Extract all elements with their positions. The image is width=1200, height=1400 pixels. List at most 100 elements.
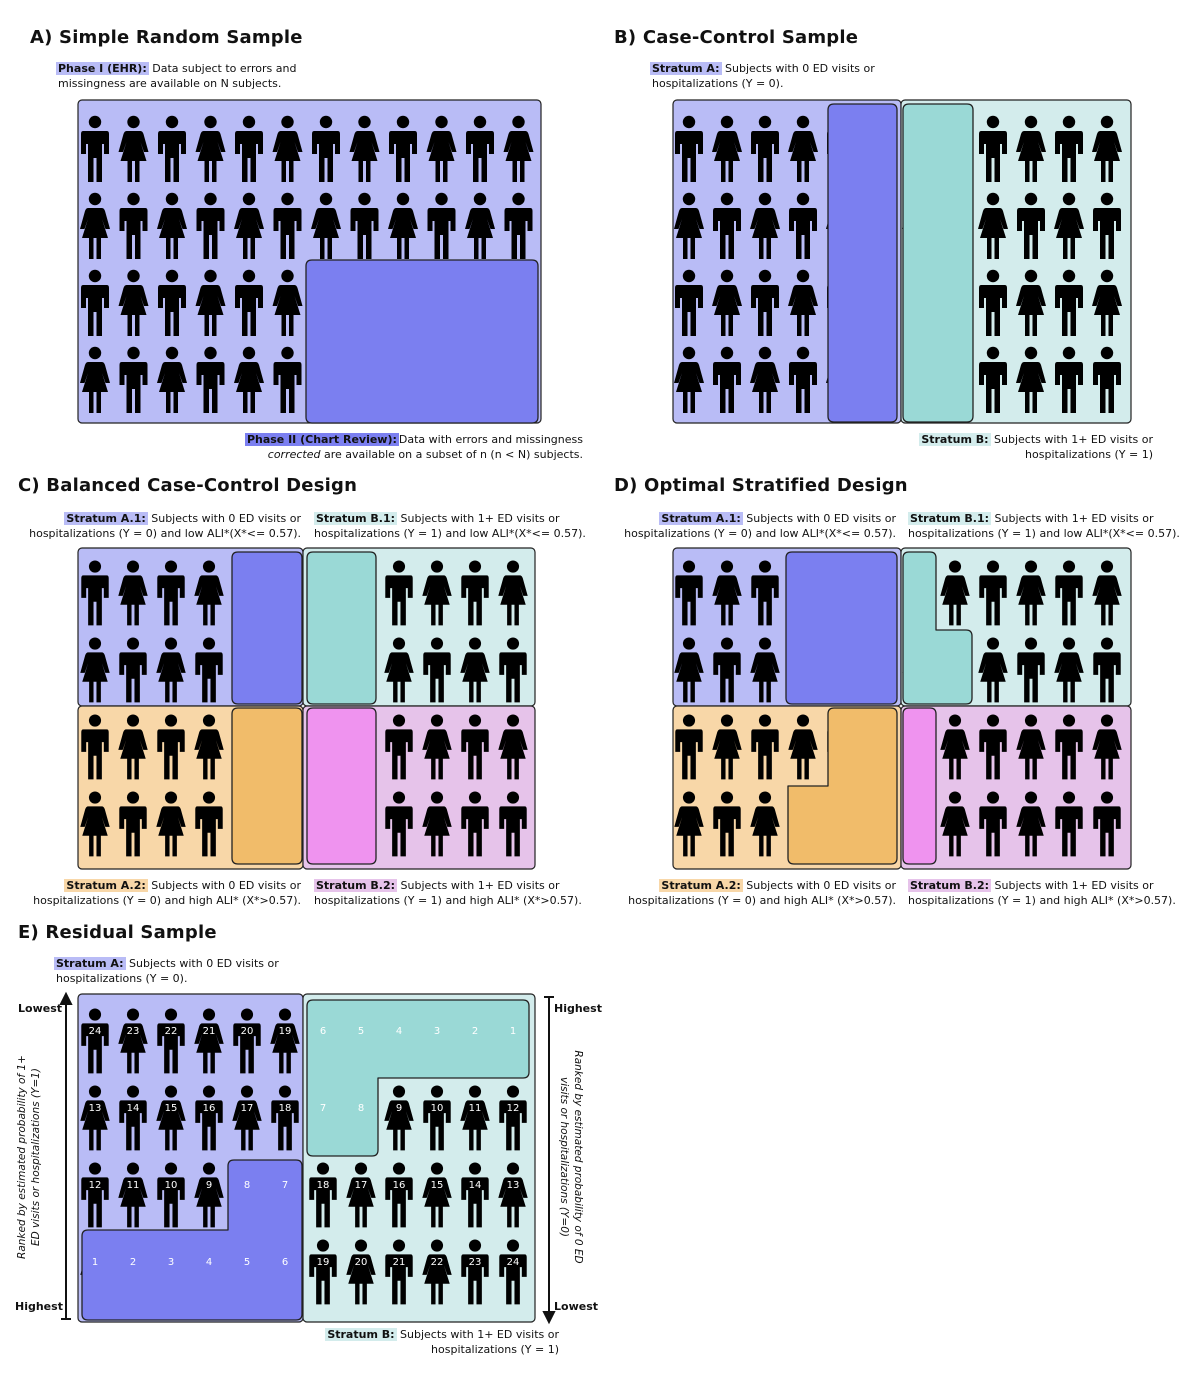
stratum-a1-sample (231, 551, 303, 705)
stratum-a-rank-label: 4 (206, 1257, 212, 1268)
stratum-a-rank-label: 23 (127, 1026, 140, 1037)
stratum-b2-line1: Subjects with 1+ ED visits or (994, 879, 1154, 892)
stratum-b2-line2: hospitalizations (Y = 1) and high ALI* (… (314, 894, 582, 907)
left-axis-caption: Ranked by estimated probability of 1+ ED… (15, 1032, 43, 1282)
left-arrow-head (59, 991, 73, 1005)
right-axis-top-label: Highest (554, 1002, 602, 1015)
stratum-a2-sample (787, 707, 898, 865)
left-axis-line1: Ranked by estimated probability of 1+ (16, 1055, 28, 1259)
stratum-a-rank-label: 2 (130, 1257, 136, 1268)
stratum-a-line1: Subjects with 0 ED visits or (129, 957, 279, 970)
stratum-a-rank-label: 21 (203, 1026, 216, 1037)
stratum-b-rank-label: 19 (317, 1257, 330, 1268)
right-arrow-head (542, 1311, 556, 1325)
stratum-a-line1: Subjects with 0 ED visits or (725, 62, 875, 75)
stratum-b-rank-label: 21 (393, 1257, 406, 1268)
stratum-b-rank-label: 16 (393, 1180, 406, 1191)
stratum-a2-sample (231, 707, 303, 865)
stratum-b-line2: hospitalizations (Y = 1) (1025, 448, 1153, 461)
stratum-b-rank-label: 3 (434, 1026, 440, 1037)
stratum-b-rank-label: 5 (358, 1026, 364, 1037)
panel-d-b2-caption: Stratum B.2: Subjects with 1+ ED visits … (908, 878, 1176, 908)
stratum-b2-sample (306, 707, 377, 865)
stratum-b2-line2: hospitalizations (Y = 1) and high ALI* (… (908, 894, 1176, 907)
stratum-a2-tag: Stratum A.2: (659, 879, 743, 892)
panel-c-b2-caption: Stratum B.2: Subjects with 1+ ED visits … (314, 878, 582, 908)
stratum-b-rank-label: 9 (396, 1103, 402, 1114)
stratum-b-rank-label: 12 (507, 1103, 520, 1114)
stratum-a-rank-label: 11 (127, 1180, 140, 1191)
stratum-a1-line2: hospitalizations (Y = 0) and low ALI*(X*… (624, 527, 896, 540)
stratum-b-sample (902, 103, 974, 423)
right-axis-line2: visits or hospitalizations (Y=0) (558, 1077, 570, 1237)
panel-c-title: C) Balanced Case-Control Design (18, 475, 358, 496)
stratum-b-tag: Stratum B: (325, 1328, 397, 1341)
stratum-b-rank-label: 17 (355, 1180, 368, 1191)
stratum-b-tag: Stratum B: (919, 433, 991, 446)
stratum-b1-line2: hospitalizations (Y = 1) and low ALI*(X*… (908, 527, 1180, 540)
stratum-a-rank-label: 9 (206, 1180, 212, 1191)
stratum-b2-tag: Stratum B.2: (314, 879, 398, 892)
stratum-a-rank-label: 6 (282, 1257, 288, 1268)
stratum-a-line2: hospitalizations (Y = 0). (56, 972, 188, 985)
panel-e-title: E) Residual Sample (18, 922, 217, 943)
stratum-b-rank-label: 4 (396, 1026, 402, 1037)
phase1-tag: Phase I (EHR): (56, 62, 149, 75)
stratum-a1-tag: Stratum A.1: (64, 512, 148, 525)
stratum-a-rank-label: 7 (282, 1180, 288, 1191)
stratum-a-rank-label: 17 (241, 1103, 254, 1114)
panel-a-title: A) Simple Random Sample (30, 27, 303, 48)
phase2-tag: Phase II (Chart Review): (244, 433, 399, 446)
stratum-a-sample (81, 1159, 303, 1321)
stratum-a1-line1: Subjects with 0 ED visits or (746, 512, 896, 525)
stratum-b-rank-label: 15 (431, 1180, 444, 1191)
stratum-a-rank-label: 18 (279, 1103, 292, 1114)
panel-a-phase2-caption: Phase II (Chart Review): Data with errors… (244, 432, 583, 462)
stratum-a-rank-label: 5 (244, 1257, 250, 1268)
phase-2-subset (305, 259, 539, 424)
panel-a-phase1-caption: Phase I (EHR): Data subject to errors an… (56, 61, 296, 91)
panel-e-stratum-a-caption: Stratum A: Subjects with 0 ED visits or … (54, 956, 279, 986)
stratum-a2-line1: Subjects with 0 ED visits or (746, 879, 896, 892)
stratum-b2-sample (902, 707, 937, 865)
panel-c-a1-caption: Stratum A.1: Subjects with 0 ED visits o… (29, 511, 301, 541)
stratum-b-line2: hospitalizations (Y = 1) (431, 1343, 559, 1356)
right-axis-bottom-label: Lowest (554, 1300, 598, 1313)
panel-b-stratum-b-caption: Stratum B: Subjects with 1+ ED visits or… (919, 432, 1153, 462)
panel-c-b1-caption: Stratum B.1: Subjects with 1+ ED visits … (314, 511, 586, 541)
panel-d-title: D) Optimal Stratified Design (614, 475, 908, 496)
stratum-b1-tag: Stratum B.1: (314, 512, 398, 525)
stratum-a-rank-label: 1 (92, 1257, 98, 1268)
stratum-b-rank-label: 7 (320, 1103, 326, 1114)
stratum-b-line1: Subjects with 1+ ED visits or (994, 433, 1153, 446)
stratum-a-rank-label: 20 (241, 1026, 254, 1037)
panel-d-a1-caption: Stratum A.1: Subjects with 0 ED visits o… (624, 511, 896, 541)
left-axis-line2: ED visits or hospitalizations (Y=1) (30, 1067, 42, 1247)
panel-e-stratum-b-caption: Stratum B: Subjects with 1+ ED visits or… (325, 1327, 559, 1357)
stratum-b-rank-label: 22 (431, 1257, 444, 1268)
stratum-b-rank-label: 14 (469, 1180, 482, 1191)
stratum-a-rank-label: 3 (168, 1257, 174, 1268)
stratum-a1-line2: hospitalizations (Y = 0) and low ALI*(X*… (29, 527, 301, 540)
phase2-line2-emphasis: corrected (267, 448, 321, 461)
stratum-a2-line2: hospitalizations (Y = 0) and high ALI* (… (33, 894, 301, 907)
stratum-a-sample (827, 103, 898, 423)
stratum-b1-line1: Subjects with 1+ ED visits or (400, 512, 560, 525)
stratum-a-tag: Stratum A: (650, 62, 722, 75)
phase2-line1: Data with errors and missingness (398, 433, 583, 446)
stratum-a-rank-label: 15 (165, 1103, 178, 1114)
stratum-a-tag: Stratum A: (54, 957, 126, 970)
phase2-line2: are available on a subset of n (n < N) s… (320, 448, 583, 461)
panel-b-title: B) Case-Control Sample (614, 27, 859, 48)
stratum-b1-sample (902, 551, 973, 705)
stratum-a1-line1: Subjects with 0 ED visits or (151, 512, 301, 525)
stratum-a1-tag: Stratum A.1: (659, 512, 743, 525)
stratum-b1-tag: Stratum B.1: (908, 512, 992, 525)
stratum-b1-line1: Subjects with 1+ ED visits or (994, 512, 1154, 525)
stratum-a1-sample (785, 551, 898, 705)
panel-c-a2-caption: Stratum A.2: Subjects with 0 ED visits o… (33, 878, 301, 908)
stratum-b-rank-label: 1 (510, 1026, 516, 1037)
stratum-b-rank-label: 8 (358, 1103, 364, 1114)
stratum-b-rank-label: 2 (472, 1026, 478, 1037)
